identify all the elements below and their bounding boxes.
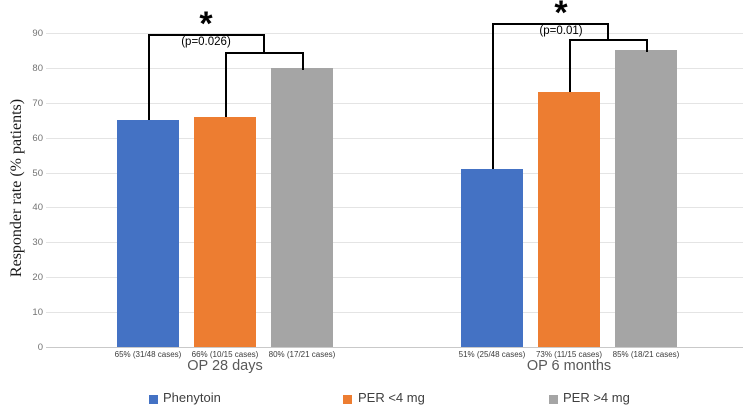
bar-per-4-mg-op-28-days (194, 117, 256, 347)
gridline (46, 312, 743, 313)
significance-bracket-line (607, 23, 609, 41)
y-tick-label: 60 (32, 133, 43, 144)
significance-bracket-line (569, 39, 571, 92)
legend-label-per-4-mg: PER >4 mg (563, 390, 630, 405)
x-axis-line (46, 347, 743, 348)
bar-per-4-mg-op-28-days (271, 68, 333, 347)
bar-per-4-mg-op-6-months (615, 50, 677, 347)
legend-swatch-phenytoin (149, 395, 158, 404)
y-tick-label: 40 (32, 202, 43, 213)
significance-bracket-line (263, 34, 265, 54)
y-tick-label: 10 (32, 307, 43, 318)
significance-asterisk: * (554, 0, 568, 32)
significance-bracket-line (569, 39, 648, 41)
y-tick-label: 20 (32, 272, 43, 283)
gridline (46, 33, 743, 34)
gridline (46, 138, 743, 139)
bar-data-label: 85% (18/21 cases) (612, 350, 680, 359)
y-tick-label: 80 (32, 63, 43, 74)
significance-asterisk: * (199, 5, 213, 43)
gridline (46, 173, 743, 174)
gridline (46, 68, 743, 69)
legend-label-phenytoin: Phenytoin (163, 390, 221, 405)
legend-swatch-per-4-mg (343, 395, 352, 404)
significance-bracket-line (492, 23, 609, 25)
y-tick-label: 30 (32, 237, 43, 248)
bar-data-label: 73% (11/15 cases) (535, 350, 603, 359)
bar-data-label: 66% (10/15 cases) (191, 350, 259, 359)
legend-label-per-4-mg: PER <4 mg (358, 390, 425, 405)
gridline (46, 242, 743, 243)
y-tick-label: 90 (32, 28, 43, 39)
bar-data-label: 80% (17/21 cases) (268, 350, 336, 359)
y-tick-label: 50 (32, 168, 43, 179)
significance-bracket-line (148, 34, 265, 36)
y-tick-label: 70 (32, 98, 43, 109)
p-value-label: (p=0.026) (181, 36, 231, 48)
bar-per-4-mg-op-6-months (538, 92, 600, 347)
category-label-op-28-days: OP 28 days (187, 358, 263, 374)
y-axis-title: Responder rate (% patients) (8, 98, 25, 278)
gridline (46, 207, 743, 208)
bar-phenytoin-op-28-days (117, 120, 179, 347)
y-tick-label: 0 (37, 342, 43, 353)
p-value-label: (p=0.01) (539, 25, 583, 37)
bar-data-label: 51% (25/48 cases) (458, 350, 526, 359)
significance-bracket-line (302, 52, 304, 70)
significance-bracket-line (646, 39, 648, 52)
significance-bracket-line (148, 34, 150, 120)
category-label-op-6-months: OP 6 months (526, 358, 612, 374)
significance-bracket-line (225, 52, 304, 54)
bar-data-label: 65% (31/48 cases) (114, 350, 182, 359)
significance-bracket-line (492, 23, 494, 169)
bar-phenytoin-op-6-months (461, 169, 523, 347)
significance-bracket-line (225, 52, 227, 117)
legend-swatch-per-4-mg (549, 395, 558, 404)
gridline (46, 103, 743, 104)
gridline (46, 277, 743, 278)
